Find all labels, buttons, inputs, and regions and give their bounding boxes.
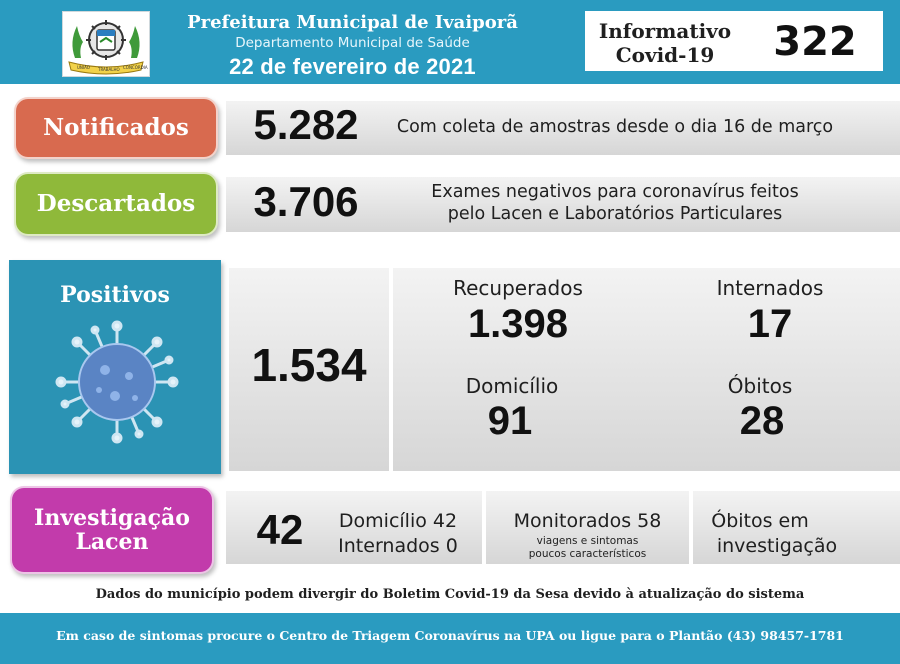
monitorados-note-line2: poucos característicos bbox=[528, 548, 647, 560]
notificados-pill: Notificados bbox=[14, 97, 218, 159]
investigacao-value: 42 bbox=[256, 506, 304, 553]
descartados-description-line1: Exames negativos para coronavírus feitos bbox=[431, 182, 799, 202]
info-label: Informativo Covid-19 bbox=[585, 19, 745, 67]
domicilio-value: 91 bbox=[487, 399, 533, 443]
positivos-label: Positivos bbox=[60, 282, 170, 308]
edition-number: 322 bbox=[773, 19, 857, 65]
monitorados-note-line1: viagens e sintomas bbox=[536, 535, 639, 547]
positivos-total-box bbox=[229, 268, 389, 471]
notificados-label: Notificados bbox=[43, 114, 189, 141]
descartados-value: 3.706 bbox=[253, 178, 359, 225]
investigacao-label-line1: Investigação bbox=[34, 505, 190, 531]
notificados-bar bbox=[226, 101, 900, 155]
svg-text:CONCÓRDIA: CONCÓRDIA bbox=[123, 65, 148, 70]
obitos-investigacao-box bbox=[693, 491, 900, 564]
investigacao-label-line2: Lacen bbox=[75, 529, 149, 555]
monitorados-label: Monitorados 58 bbox=[513, 510, 662, 532]
coronavirus-icon bbox=[55, 320, 179, 444]
obitos-label: Óbitos bbox=[727, 374, 793, 398]
descartados-bar bbox=[226, 177, 900, 232]
svg-text:UNIÃO: UNIÃO bbox=[77, 65, 90, 70]
descartados-description-line2: pelo Lacen e Laboratórios Particulares bbox=[447, 204, 783, 224]
obitos-value: 28 bbox=[739, 399, 785, 443]
positivos-value: 1.534 bbox=[251, 339, 367, 391]
obitos-investigacao-line1: Óbitos em bbox=[711, 510, 809, 532]
municipal-logo: UNIÃO TRABALHO CONCÓRDIA bbox=[62, 11, 150, 77]
coat-of-arms-icon: UNIÃO TRABALHO CONCÓRDIA bbox=[68, 20, 148, 75]
investigacao-internados: Internados 0 bbox=[338, 535, 458, 557]
notificados-description: Com coleta de amostras desde o dia 16 de… bbox=[396, 117, 834, 137]
domicilio-label: Domicílio bbox=[465, 374, 559, 398]
internados-value: 17 bbox=[747, 302, 793, 346]
descartados-label: Descartados bbox=[36, 190, 196, 217]
obitos-investigacao-line2: investigação bbox=[716, 535, 838, 557]
positivos-breakdown-box bbox=[393, 268, 900, 471]
investigacao-pill: Investigação Lacen bbox=[10, 486, 214, 574]
investigacao-summary-box bbox=[226, 491, 482, 564]
recuperados-label: Recuperados bbox=[453, 276, 583, 300]
header-subtitle: Departamento Municipal de Saúde bbox=[235, 35, 470, 51]
investigacao-domicilio: Domicílio 42 bbox=[338, 510, 458, 532]
svg-text:TRABALHO: TRABALHO bbox=[97, 67, 120, 72]
header-title: Prefeitura Municipal de Ivaiporã bbox=[187, 12, 518, 33]
positivos-panel: Positivos bbox=[9, 260, 221, 474]
info-label-line2: Covid-19 bbox=[615, 43, 715, 67]
monitorados-box bbox=[486, 491, 689, 564]
footer-bar: Em caso de sintomas procure o Centro de … bbox=[0, 613, 900, 664]
descartados-pill: Descartados bbox=[14, 172, 218, 236]
disclaimer: Dados do município podem divergir do Bol… bbox=[95, 587, 805, 602]
footer-text: Em caso de sintomas procure o Centro de … bbox=[56, 628, 844, 643]
descartados-description: Exames negativos para coronavírus feitos… bbox=[380, 181, 850, 225]
info-box: Informativo Covid-19 322 bbox=[585, 11, 883, 71]
header-date: 22 de fevereiro de 2021 bbox=[229, 54, 476, 79]
internados-label: Internados bbox=[716, 276, 824, 300]
info-label-line1: Informativo bbox=[598, 19, 732, 43]
notificados-value: 5.282 bbox=[253, 101, 359, 148]
recuperados-value: 1.398 bbox=[467, 302, 569, 346]
